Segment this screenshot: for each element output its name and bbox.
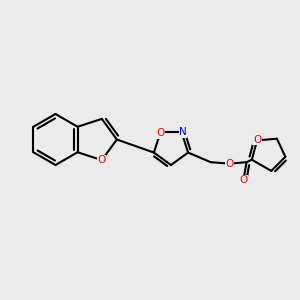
Text: O: O (98, 155, 106, 165)
Text: O: O (156, 128, 164, 138)
Text: N: N (179, 128, 187, 137)
Text: O: O (239, 175, 248, 185)
Text: O: O (225, 159, 233, 169)
Text: O: O (253, 135, 261, 145)
